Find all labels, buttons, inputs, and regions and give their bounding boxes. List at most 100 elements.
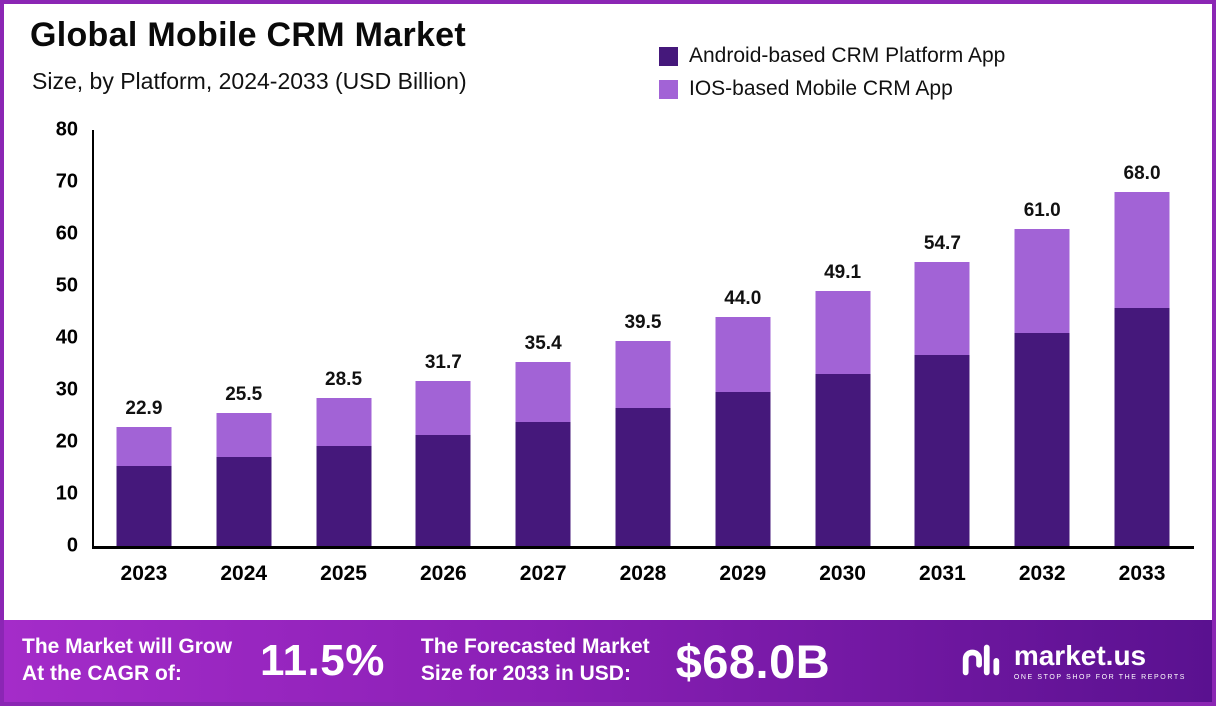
marketus-logo-icon	[958, 636, 1004, 687]
bar-column: 22.9	[94, 130, 194, 546]
stacked-bar	[316, 397, 372, 546]
stacked-bar	[216, 413, 272, 546]
brand-text: market.us ONE STOP SHOP FOR THE REPORTS	[1013, 639, 1186, 681]
x-axis-label: 2025	[320, 562, 367, 585]
bar-column: 39.5	[593, 130, 693, 546]
bar-segment-ios	[316, 397, 372, 447]
bar-segment-ios	[715, 317, 771, 393]
y-axis-label: 60	[55, 222, 78, 245]
forecast-label-line2: Size for 2033 in USD:	[420, 662, 631, 685]
y-axis-label: 10	[55, 482, 78, 505]
brand-name: market.us	[1013, 639, 1147, 671]
bar-column: 28.5	[294, 130, 394, 546]
bar-segment-android	[216, 456, 272, 546]
y-axis: 0 10 20 30 40 50 60 70 80	[4, 119, 78, 557]
brand-tagline: ONE STOP SHOP FOR THE REPORTS	[1013, 673, 1186, 681]
bar-column: 54.7	[893, 130, 993, 546]
bar-segment-ios	[1014, 228, 1070, 333]
bar-segment-ios	[415, 381, 471, 436]
cagr-value: 11.5%	[260, 636, 385, 685]
bar-total-label: 22.9	[125, 397, 163, 419]
bar-total-label: 44.0	[724, 288, 762, 310]
legend-swatch-ios	[659, 79, 678, 99]
bar-total-label: 25.5	[225, 384, 263, 406]
y-axis-label: 80	[55, 118, 78, 141]
x-axis-label: 2032	[1018, 562, 1066, 585]
x-axis-label: 2024	[220, 562, 268, 585]
brand-logo: market.us ONE STOP SHOP FOR THE REPORTS	[958, 636, 1186, 687]
bar-column: 49.1	[793, 130, 893, 546]
x-axis: 2023 2024 2025 2026 2027 2028 2029 2030 2031 2032…	[94, 562, 1192, 586]
bar-total-label: 49.1	[824, 261, 862, 283]
bar-segment-android	[1114, 307, 1170, 546]
bar-total-label: 35.4	[524, 332, 562, 354]
page-title: Global Mobile CRM Market	[30, 16, 467, 54]
legend-label-android: Android-based CRM Platform App	[689, 44, 1006, 67]
bar-total-label: 54.7	[923, 232, 961, 254]
y-axis-label: 0	[66, 534, 78, 557]
y-axis-label: 50	[55, 274, 78, 297]
stacked-bar	[415, 381, 471, 546]
bar-total-label: 31.7	[424, 352, 462, 374]
bar-segment-android	[316, 446, 372, 546]
bar-segment-android	[715, 392, 771, 546]
bar-total-label: 61.0	[1023, 199, 1061, 221]
legend-item-ios: IOS-based Mobile CRM App	[659, 77, 1005, 101]
x-axis-label: 2023	[120, 562, 168, 585]
bar-column: 44.0	[693, 130, 793, 546]
stacked-bar	[914, 261, 970, 546]
x-axis-label: 2030	[819, 562, 866, 585]
bar-segment-android	[515, 422, 571, 546]
y-axis-label: 20	[55, 430, 78, 453]
stacked-bar	[1014, 228, 1070, 546]
bar-column: 31.7	[393, 130, 493, 546]
bar-column: 35.4	[493, 130, 593, 546]
bottom-banner: The Market will Grow At the CAGR of: 11.…	[4, 620, 1212, 702]
bar-column: 61.0	[992, 130, 1092, 546]
bar-segment-ios	[615, 340, 671, 408]
bar-segment-ios	[1114, 192, 1170, 308]
bar-segment-android	[415, 435, 471, 546]
page-subtitle: Size, by Platform, 2024-2033 (USD Billio…	[32, 68, 467, 94]
legend-swatch-android	[659, 46, 678, 66]
x-axis-label: 2029	[719, 562, 767, 585]
bar-total-label: 68.0	[1123, 163, 1161, 185]
bar-column: 25.5	[194, 130, 294, 546]
bar-segment-android	[1014, 332, 1070, 546]
legend-label-ios: IOS-based Mobile CRM App	[689, 77, 953, 100]
bar-segment-android	[815, 374, 871, 546]
cagr-label: The Market will Grow At the CAGR of:	[22, 634, 232, 688]
stacked-bar	[615, 340, 671, 546]
bar-segment-android	[914, 354, 970, 546]
y-axis-label: 30	[55, 378, 78, 401]
x-axis-label: 2033	[1118, 562, 1166, 585]
bar-total-label: 39.5	[624, 311, 662, 333]
bar-segment-ios	[815, 290, 871, 375]
bar-segment-ios	[216, 413, 272, 457]
cagr-label-line1: The Market will Grow	[22, 635, 233, 659]
y-axis-line	[92, 130, 94, 546]
stacked-bar	[116, 426, 172, 546]
stacked-bar	[715, 317, 771, 546]
x-axis-label: 2027	[519, 562, 567, 585]
stacked-bar	[1114, 192, 1170, 546]
bar-segment-ios	[515, 361, 571, 423]
forecast-label-line1: The Forecasted Market	[420, 635, 650, 659]
y-axis-label: 40	[55, 326, 78, 349]
x-axis-label: 2026	[419, 562, 467, 585]
bar-segment-ios	[914, 261, 970, 355]
stacked-bar	[515, 361, 571, 546]
plot-area: 22.9 25.5 28.5 31.7 35.4 39.5 44.0 49.1 54.7 61.0…	[94, 130, 1192, 546]
forecast-value: $68.0B	[675, 634, 831, 688]
bar-segment-android	[116, 465, 172, 546]
legend: Android-based CRM Platform App IOS-based…	[659, 44, 1005, 101]
cagr-label-line2: At the CAGR of:	[22, 662, 182, 685]
forecast-label: The Forecasted Market Size for 2033 in U…	[421, 634, 650, 688]
x-axis-line	[92, 546, 1194, 549]
stacked-bar	[815, 290, 871, 546]
bar-column: 68.0	[1092, 130, 1192, 546]
bar-segment-ios	[116, 426, 172, 466]
bar-segment-android	[615, 407, 671, 546]
bar-total-label: 28.5	[325, 368, 363, 390]
